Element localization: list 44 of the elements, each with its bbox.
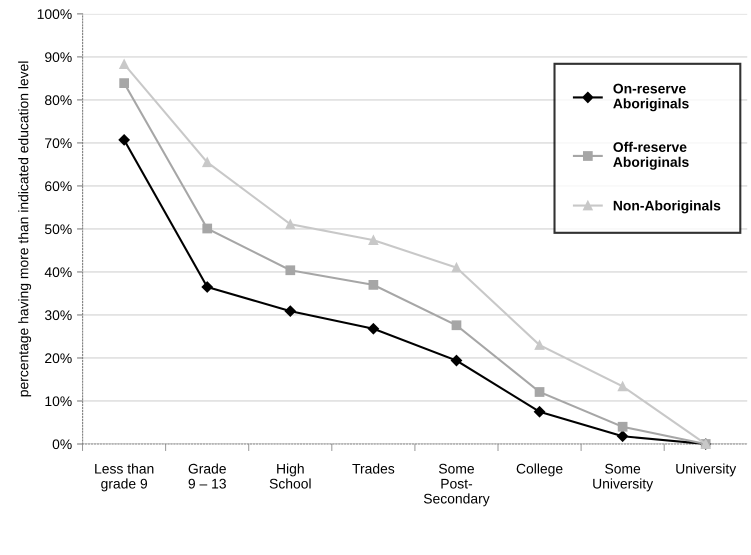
x-tick-label: Grade 9 – 13 <box>188 463 226 489</box>
legend-label: Non-Aboriginals <box>614 200 720 214</box>
y-tick-label: 0% <box>52 439 72 450</box>
point <box>534 340 544 350</box>
x-tick-label: Trades <box>352 463 394 474</box>
point <box>285 265 296 276</box>
point <box>118 134 130 146</box>
point <box>368 280 378 290</box>
legend-label: Off-reserve Aboriginals <box>613 142 689 170</box>
y-tick-label: 40% <box>44 267 72 278</box>
y-tick-label: 80% <box>45 95 72 106</box>
point <box>450 354 462 366</box>
y-tick-label: 90% <box>45 52 72 62</box>
point <box>452 320 462 330</box>
x-tick-label: Some Post- Secondary <box>424 464 490 506</box>
point <box>534 387 544 397</box>
x-tick-label: Less than grade 9 <box>95 463 154 492</box>
point <box>618 422 628 432</box>
point <box>119 59 130 70</box>
point <box>284 305 296 317</box>
point <box>202 281 213 293</box>
point <box>368 235 378 245</box>
y-tick-label: 10% <box>45 396 72 406</box>
y-tick-label: 60% <box>45 181 72 192</box>
y-axis-title: percentage having more than indicated education level <box>18 62 32 396</box>
y-tick-label: 30% <box>44 310 72 320</box>
y-tick-label: 50% <box>44 224 72 234</box>
y-tick-label: 20% <box>45 353 72 364</box>
x-tick-label: High School <box>270 463 311 489</box>
y-tick-label: 100% <box>38 9 72 20</box>
point <box>119 78 130 88</box>
point <box>202 224 212 234</box>
y-tick-label: 70% <box>45 138 72 148</box>
legend-label: On-reserve Aboriginals <box>613 84 689 112</box>
point <box>285 219 296 230</box>
x-tick-label: Some University <box>593 464 654 492</box>
point <box>617 430 628 442</box>
point <box>534 406 546 418</box>
point <box>368 323 379 334</box>
point <box>618 382 628 392</box>
point <box>202 157 212 168</box>
point <box>452 262 462 273</box>
x-tick-label: University <box>676 463 736 476</box>
x-tick-label: College <box>516 463 562 476</box>
